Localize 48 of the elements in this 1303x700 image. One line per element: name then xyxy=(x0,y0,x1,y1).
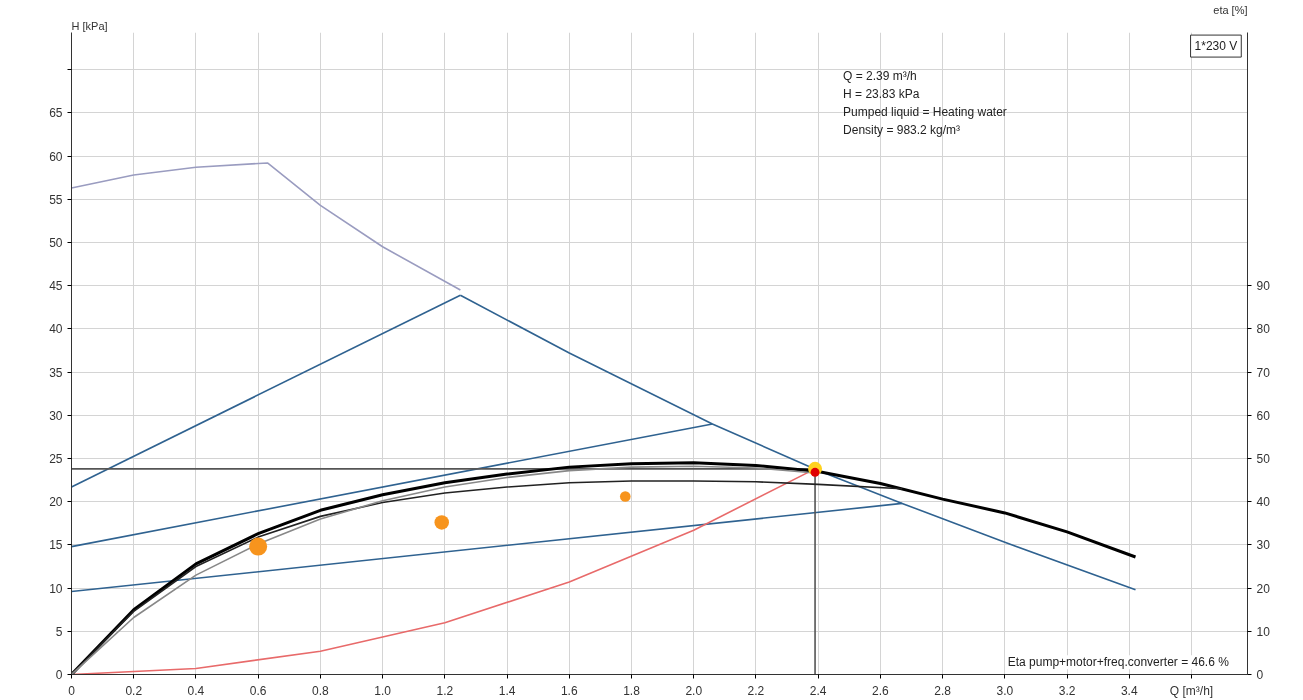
y2-tick-label: 50 xyxy=(1256,451,1271,466)
x-tick-label: 1.2 xyxy=(436,683,454,698)
y2-tick-label: 70 xyxy=(1256,365,1271,380)
y2-tick-label: 20 xyxy=(1256,581,1271,596)
y-tick-label: 5 xyxy=(55,624,63,639)
x-tick-label: 0.2 xyxy=(125,683,143,698)
y-tick-label: 40 xyxy=(49,322,63,337)
y-tick-label: 35 xyxy=(49,365,63,380)
y-tick-label: 60 xyxy=(49,149,63,164)
x-tick-label: 2.0 xyxy=(685,683,703,698)
y-axis-title: H [kPa] xyxy=(71,19,108,32)
y-tick-label: 25 xyxy=(49,451,63,466)
y2-tick-label: 40 xyxy=(1256,495,1271,510)
y-tick-label: 10 xyxy=(49,581,63,596)
y-tick-label: 50 xyxy=(49,235,63,250)
y2-axis-title: eta [%] xyxy=(1213,3,1248,16)
annotation: Eta pump+motor+freq.converter = 46.6 % xyxy=(1007,655,1230,670)
x-tick-label: 2.2 xyxy=(747,683,765,698)
x-tick-label: 3.0 xyxy=(996,683,1014,698)
x-tick-label: 1.0 xyxy=(374,683,392,698)
y-tick-label: 0 xyxy=(55,668,63,682)
y-tick-label: 65 xyxy=(49,106,63,121)
y2-tick-label: 10 xyxy=(1256,624,1271,639)
y2-tick-label: 60 xyxy=(1256,408,1271,423)
x-tick-label: 2.8 xyxy=(934,683,952,698)
x-tick-label: Q [m³/h] xyxy=(1169,683,1214,698)
x-tick-label: 1.8 xyxy=(623,683,641,698)
x-tick-label: 2.4 xyxy=(809,683,827,698)
y2-tick-label: 30 xyxy=(1256,538,1271,553)
x-tick-label: 0.8 xyxy=(312,683,330,698)
y2-tick-label: 80 xyxy=(1256,322,1271,337)
x-tick-label: 3.2 xyxy=(1058,683,1076,698)
annotation: Q = 2.39 m³/h H = 23.83 kPa Pumped liquid = Heating water Density = 983.2 kg/m³ xyxy=(843,68,1007,138)
y-tick-label: 20 xyxy=(49,495,63,510)
y-tick-label: 45 xyxy=(49,279,63,294)
x-tick-label: 0.6 xyxy=(249,683,267,698)
y2-tick-label: 90 xyxy=(1256,279,1271,294)
y-tick-label: 15 xyxy=(49,538,63,553)
y-tick-label: 55 xyxy=(49,192,63,207)
x-tick-label: 1.4 xyxy=(498,683,516,698)
annotation: 1*230 V xyxy=(1194,39,1238,54)
x-tick-label: 1.6 xyxy=(560,683,578,698)
y2-tick-label: 0 xyxy=(1256,668,1264,682)
x-tick-label: 0 xyxy=(68,683,76,698)
x-tick-label: 0.4 xyxy=(187,683,205,698)
x-tick-label: 3.4 xyxy=(1120,683,1138,698)
y-tick-label: 30 xyxy=(49,408,63,423)
x-tick-label: 2.6 xyxy=(872,683,890,698)
